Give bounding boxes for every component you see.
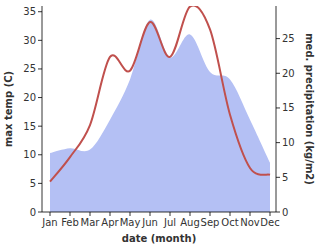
y2-tick-label: 5 [282, 172, 288, 183]
temperature-line [50, 6, 270, 182]
x-tick [90, 212, 91, 216]
y-tick [38, 97, 42, 98]
y2-tick-label: 20 [282, 68, 295, 79]
x-tick [210, 212, 211, 216]
y-tick [38, 11, 42, 12]
x-axis-line [42, 212, 276, 213]
y-tick [38, 40, 42, 41]
x-tick-label: Jun [141, 217, 158, 228]
y-tick-label: 0 [30, 207, 36, 218]
x-tick-label: Aug [180, 217, 200, 228]
y2-tick [276, 177, 280, 178]
y-tick-label: 30 [23, 35, 36, 46]
x-tick [190, 212, 191, 216]
y-tick [38, 126, 42, 127]
x-tick-label: Mar [81, 217, 101, 228]
x-tick [150, 212, 151, 216]
y2-tick [276, 107, 280, 108]
x-tick-label: Feb [61, 217, 79, 228]
x-axis-label: date (month) [122, 233, 196, 244]
x-tick [250, 212, 251, 216]
x-tick-label: Dec [260, 217, 279, 228]
y-tick [38, 154, 42, 155]
x-tick-label: Oct [221, 217, 238, 228]
y2-tick-label: 15 [282, 102, 295, 113]
y2-tick [276, 142, 280, 143]
x-tick [70, 212, 71, 216]
x-tick-label: May [120, 217, 141, 228]
y-axis-line [42, 6, 43, 212]
x-tick [270, 212, 271, 216]
x-tick-label: Sep [201, 217, 220, 228]
y-tick-label: 25 [23, 63, 36, 74]
y2-tick-label: 10 [282, 137, 295, 148]
x-tick [230, 212, 231, 216]
y-tick-label: 35 [23, 6, 36, 17]
y2-tick [276, 212, 280, 213]
y-tick-label: 10 [23, 149, 36, 160]
y2-tick-label: 0 [282, 207, 288, 218]
y-tick-label: 15 [23, 121, 36, 132]
x-tick [50, 212, 51, 216]
y2-tick [276, 73, 280, 74]
x-tick [130, 212, 131, 216]
y-tick-label: 20 [23, 92, 36, 103]
y2-tick [276, 38, 280, 39]
x-tick-label: Jul [163, 217, 176, 228]
precipitation-area [50, 20, 270, 212]
y2-axis-label: med. precipitation (kg/m2) [304, 33, 315, 185]
y-tick [38, 183, 42, 184]
x-tick-label: Jan [41, 217, 57, 228]
x-tick [110, 212, 111, 216]
y-axis-label: max temp (C) [3, 71, 14, 147]
y-tick [38, 212, 42, 213]
x-tick [170, 212, 171, 216]
x-tick-label: Nov [240, 217, 260, 228]
plot-area [50, 6, 270, 212]
y2-axis-line [276, 6, 277, 212]
y-tick-label: 5 [30, 178, 36, 189]
x-tick-label: Apr [101, 217, 119, 228]
y-tick [38, 68, 42, 69]
y2-tick-label: 25 [282, 33, 295, 44]
